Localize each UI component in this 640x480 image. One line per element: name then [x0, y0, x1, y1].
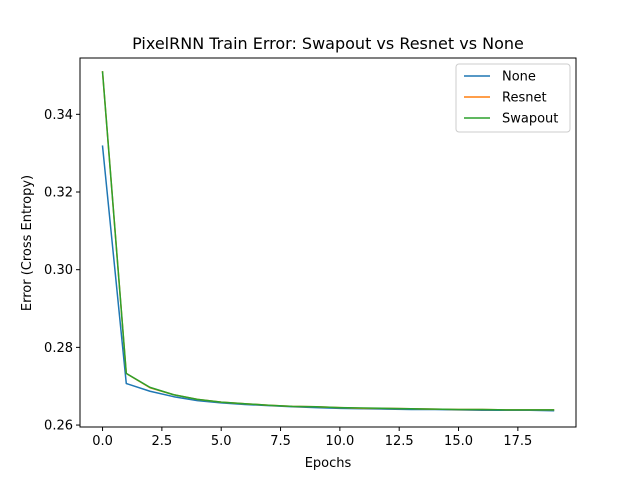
- y-tick-label: 0.26: [44, 419, 73, 434]
- x-axis: 0.0 2.5 5.0 7.5 10.0 12.5 15.0 17.5: [92, 427, 532, 449]
- legend-label-none: None: [502, 70, 536, 85]
- plot-lines: [101, 71, 555, 412]
- series-line-none: [101, 145, 555, 412]
- x-tick-label: 17.5: [503, 434, 532, 449]
- x-tick-label: 7.5: [270, 434, 291, 449]
- x-tick-label: 10.0: [325, 434, 354, 449]
- x-tick-label: 15.0: [444, 434, 473, 449]
- y-tick-label: 0.32: [44, 186, 73, 201]
- series-line-swapout: [101, 71, 555, 411]
- y-tick-label: 0.28: [44, 341, 73, 356]
- x-tick-label: 12.5: [385, 434, 414, 449]
- x-axis-label: Epochs: [305, 456, 352, 471]
- axes-frame: [79, 57, 577, 428]
- y-tick-label: 0.34: [44, 108, 73, 123]
- legend-box: [455, 63, 571, 133]
- legend-label-swapout: Swapout: [502, 112, 558, 127]
- chart-title: PixelRNN Train Error: Swapout vs Resnet …: [132, 34, 524, 53]
- y-axis-label: Error (Cross Entropy): [20, 175, 35, 311]
- x-tick-label: 2.5: [152, 434, 173, 449]
- y-tick-label: 0.30: [44, 263, 73, 278]
- x-tick-label: 5.0: [211, 434, 232, 449]
- legend: None Resnet Swapout: [455, 63, 571, 133]
- legend-label-resnet: Resnet: [502, 91, 547, 106]
- x-tick-label: 0.0: [92, 434, 113, 449]
- y-axis: 0.26 0.28 0.30 0.32 0.34: [44, 108, 80, 434]
